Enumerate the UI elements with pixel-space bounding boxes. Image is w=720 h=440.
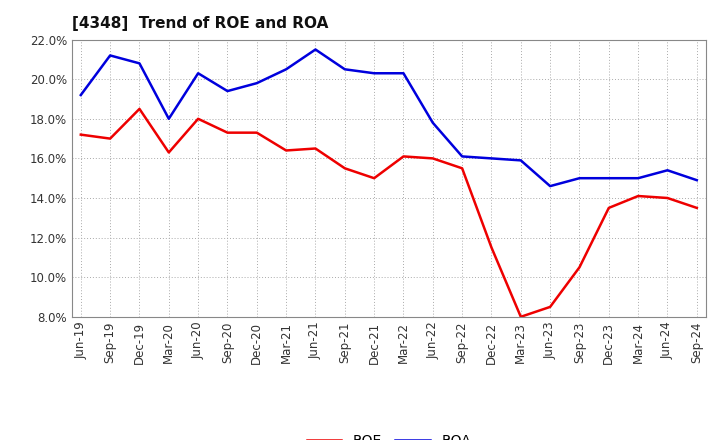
ROA: [575, 176, 584, 181]
ROA: [106, 53, 114, 58]
ROA: [135, 61, 144, 66]
Text: [4348]  Trend of ROE and ROA: [4348] Trend of ROE and ROA: [72, 16, 328, 32]
ROE: [253, 130, 261, 136]
ROE: [194, 116, 202, 121]
ROA: [194, 70, 202, 76]
ROA: [223, 88, 232, 94]
ROE: [516, 314, 525, 319]
Legend: ROE, ROA: ROE, ROA: [301, 429, 477, 440]
ROA: [634, 176, 642, 181]
ROA: [693, 177, 701, 183]
ROE: [399, 154, 408, 159]
Line: ROE: ROE: [81, 109, 697, 317]
ROE: [106, 136, 114, 141]
ROA: [341, 66, 349, 72]
ROE: [311, 146, 320, 151]
ROE: [341, 165, 349, 171]
ROE: [428, 156, 437, 161]
ROA: [605, 176, 613, 181]
ROE: [135, 106, 144, 111]
ROA: [370, 70, 379, 76]
ROA: [164, 116, 173, 121]
ROE: [76, 132, 85, 137]
ROA: [282, 66, 290, 72]
ROE: [458, 165, 467, 171]
ROA: [76, 92, 85, 98]
ROA: [516, 158, 525, 163]
ROA: [487, 156, 496, 161]
ROE: [575, 264, 584, 270]
Line: ROA: ROA: [81, 50, 697, 186]
ROA: [311, 47, 320, 52]
ROE: [634, 194, 642, 199]
ROE: [546, 304, 554, 310]
ROA: [663, 168, 672, 173]
ROE: [370, 176, 379, 181]
ROE: [164, 150, 173, 155]
ROA: [458, 154, 467, 159]
ROA: [428, 120, 437, 125]
ROA: [253, 81, 261, 86]
ROE: [487, 245, 496, 250]
ROE: [282, 148, 290, 153]
ROE: [693, 205, 701, 210]
ROA: [399, 70, 408, 76]
ROE: [663, 195, 672, 201]
ROA: [546, 183, 554, 189]
ROE: [223, 130, 232, 136]
ROE: [605, 205, 613, 210]
